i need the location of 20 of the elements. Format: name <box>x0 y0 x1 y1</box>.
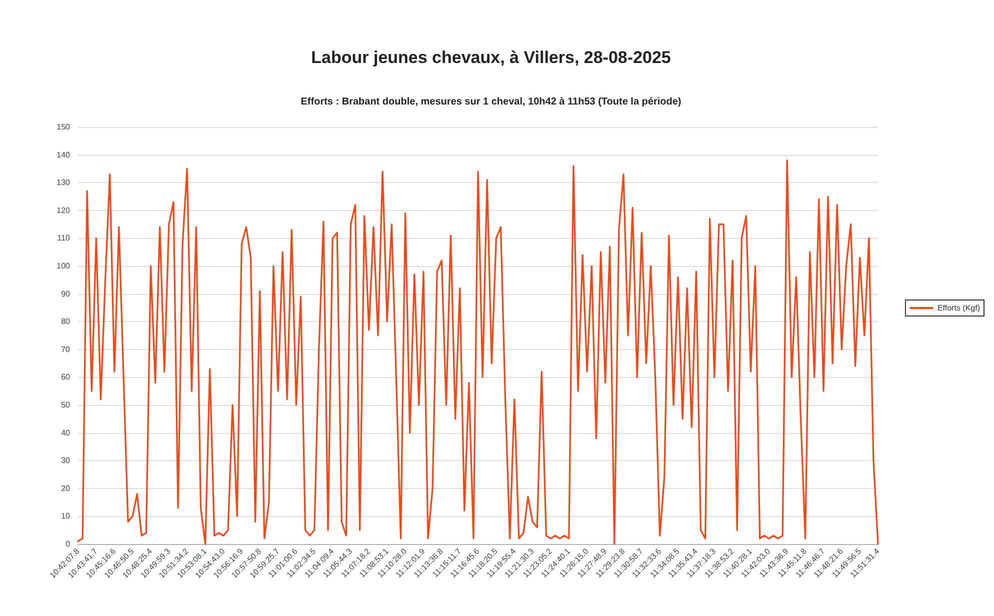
y-tick-label: 40 <box>61 428 71 438</box>
y-tick-label: 150 <box>56 122 71 132</box>
y-tick-label: 30 <box>61 456 71 466</box>
y-tick-label: 50 <box>61 400 71 410</box>
y-tick-label: 20 <box>61 484 71 493</box>
legend-label: Efforts (Kgf) <box>937 304 980 312</box>
y-tick-label: 10 <box>61 512 71 521</box>
y-tick-label: 60 <box>61 372 71 382</box>
y-tick-label: 100 <box>56 262 71 270</box>
chart-subtitle: Efforts : Brabant double, mesures sur 1 cheval, 10h42 à 11h53 (Toute la période) <box>300 96 682 108</box>
y-tick-label: 70 <box>61 344 71 354</box>
y-tick-label: 90 <box>61 289 71 298</box>
line-series <box>77 160 879 545</box>
y-tick-label: 110 <box>57 234 71 243</box>
chart-title: Labour jeunes chevaux, à Villers, 28-08-2025 <box>311 48 671 67</box>
y-tick-label: 80 <box>61 317 71 326</box>
y-tick-label: 140 <box>56 150 71 160</box>
y-tick-label: 130 <box>56 178 71 188</box>
y-tick-label: 120 <box>56 206 71 215</box>
y-tick-label: 0 <box>66 540 71 548</box>
